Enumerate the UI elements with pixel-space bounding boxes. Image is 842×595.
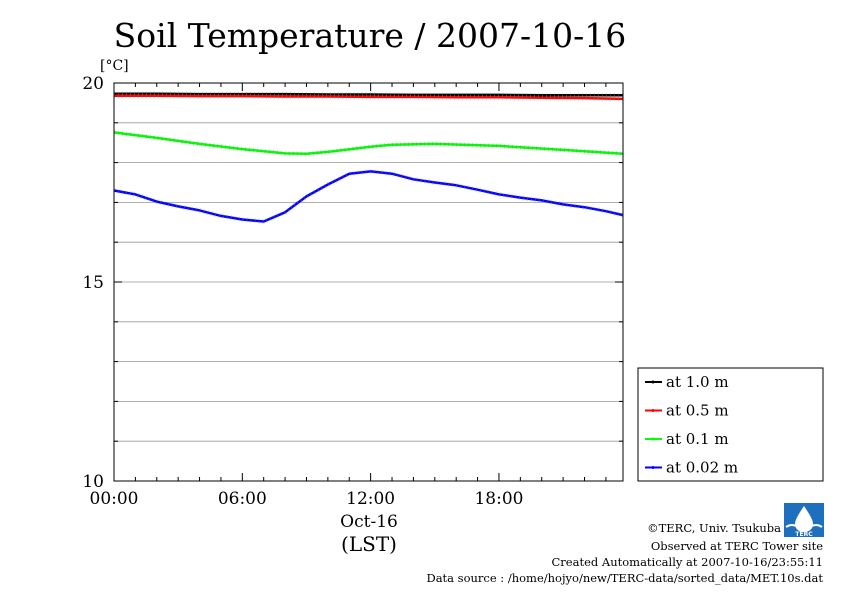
series-line-2 xyxy=(113,131,624,156)
x-axis: 00:00 06:00 12:00 18:00 xyxy=(90,83,607,509)
x-tick-label: 18:00 xyxy=(474,489,523,509)
y-tick-label: 20 xyxy=(82,74,104,94)
y-axis: 10 15 20 xyxy=(82,74,623,492)
legend-marker xyxy=(651,437,655,441)
y-tick-label: 10 xyxy=(82,472,104,492)
series-line-1 xyxy=(114,94,624,101)
legend-marker xyxy=(651,466,655,469)
legend-label: at 0.1 m xyxy=(666,430,729,448)
series-markers-3 xyxy=(113,169,624,224)
series-markers-0 xyxy=(114,91,623,98)
legend-label: at 0.02 m xyxy=(666,459,738,477)
terc-logo: TERC xyxy=(784,503,824,538)
footer-source: Data source : /home/hojyo/new/TERC-data/… xyxy=(426,571,823,585)
gridlines xyxy=(114,122,623,442)
x-axis-date-label: Oct-16 xyxy=(340,512,398,532)
footer-site: Observed at TERC Tower site xyxy=(651,539,823,553)
footer-created: Created Automatically at 2007-10-16/23:5… xyxy=(552,555,824,569)
series-markers-1 xyxy=(114,93,624,102)
legend: at 1.0 m at 0.5 m at 0.1 m at 0.02 m xyxy=(637,367,824,482)
y-tick-label: 15 xyxy=(82,273,104,293)
x-tick-label: 12:00 xyxy=(346,489,395,509)
x-tick-label: 06:00 xyxy=(218,489,267,509)
x-axis-label: (LST) xyxy=(341,532,397,556)
legend-label: at 0.5 m xyxy=(666,402,729,420)
chart-title: Soil Temperature / 2007-10-16 xyxy=(114,16,627,55)
x-tick-label: 00:00 xyxy=(90,489,139,509)
series-line-0 xyxy=(114,92,623,97)
series-lines xyxy=(113,91,624,224)
legend-marker xyxy=(651,409,655,412)
series-line-3 xyxy=(113,170,624,223)
legend-label: at 1.0 m xyxy=(666,373,729,391)
y-axis-unit-label: [°C] xyxy=(100,58,129,74)
logo-text: TERC xyxy=(795,531,813,538)
legend-box xyxy=(637,367,824,482)
legend-marker xyxy=(651,380,655,384)
footer-copyright: ©TERC, Univ. Tsukuba xyxy=(647,521,781,535)
